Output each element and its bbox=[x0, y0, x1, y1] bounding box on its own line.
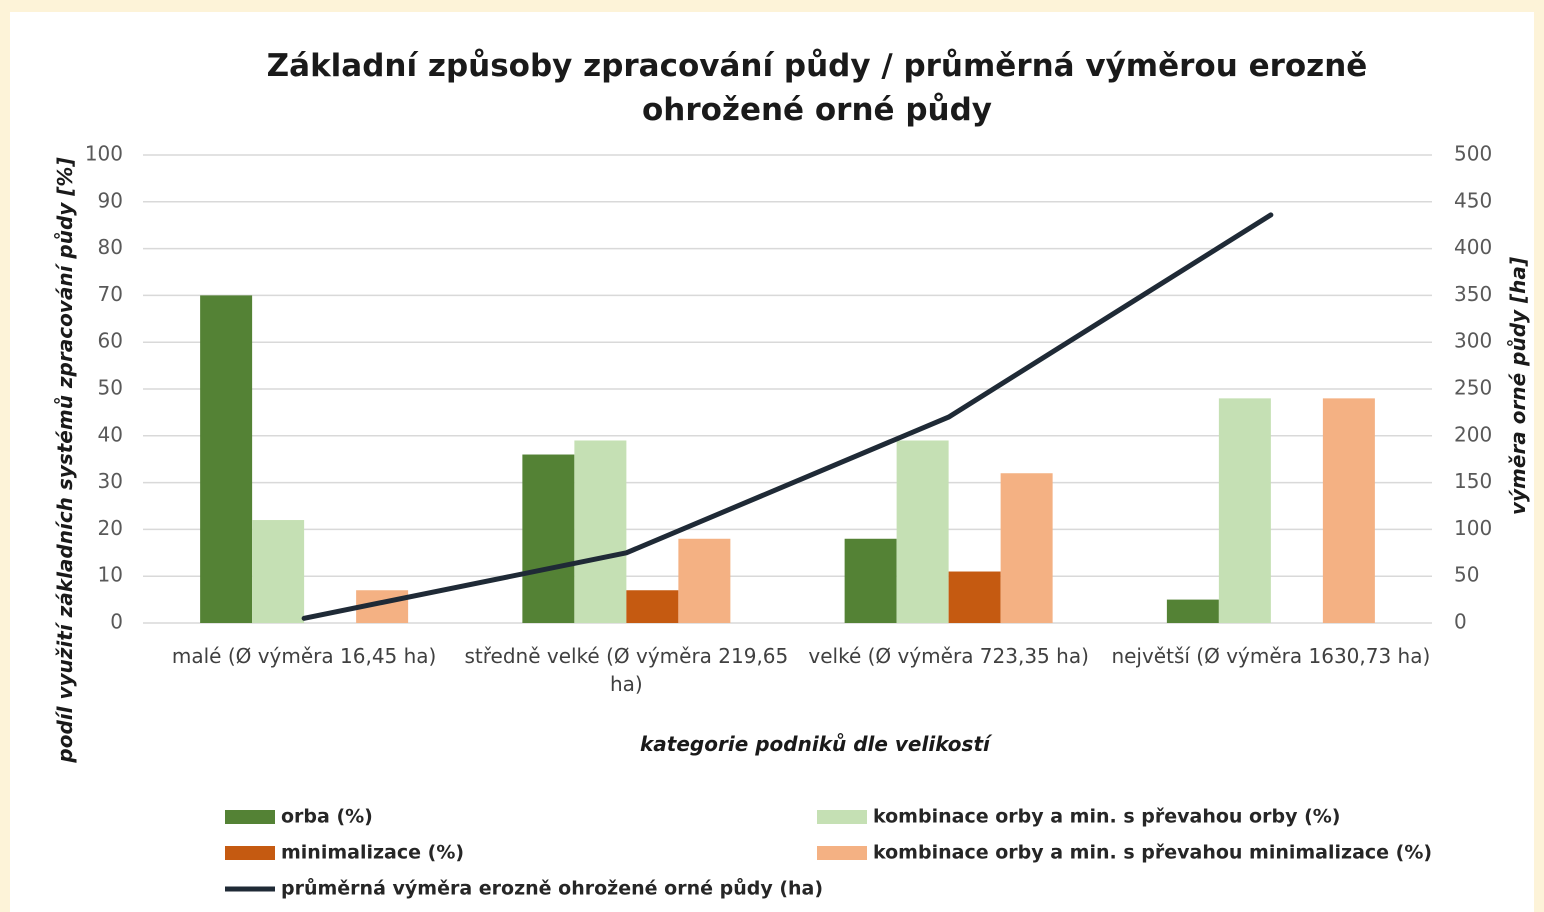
legend-label: minimalizace (%) bbox=[281, 842, 464, 864]
bar bbox=[678, 538, 731, 623]
bar bbox=[522, 454, 575, 623]
legend-swatch bbox=[225, 846, 275, 860]
y2-axis-label: výměra orné půdy [ha] bbox=[1506, 256, 1530, 516]
bar bbox=[896, 440, 949, 623]
legend-label: kombinace orby a min. s převahou orby (%… bbox=[873, 806, 1340, 828]
bar bbox=[844, 538, 897, 623]
x-tick-label: velké (Ø výměra 723,35 ha) bbox=[808, 644, 1089, 668]
y-axis-label: podíl využití základních systémů zpracov… bbox=[53, 157, 77, 763]
y2-tick-label: 450 bbox=[1454, 188, 1492, 212]
bar bbox=[252, 520, 305, 623]
line-series bbox=[301, 212, 1274, 621]
bar bbox=[200, 295, 253, 623]
y-tick-label: 30 bbox=[98, 469, 123, 493]
x-axis-label: kategorie podniků dle velikostí bbox=[640, 732, 990, 756]
bar bbox=[1000, 473, 1053, 623]
y2-tick-label: 50 bbox=[1454, 563, 1479, 587]
legend-label: kombinace orby a min. s převahou minimal… bbox=[873, 842, 1432, 864]
bar bbox=[1218, 398, 1271, 623]
y2-tick-label: 100 bbox=[1454, 516, 1492, 540]
legend-swatch bbox=[817, 810, 867, 824]
bar bbox=[574, 440, 627, 623]
y2-tick-label: 400 bbox=[1454, 235, 1492, 259]
y-tick-label: 60 bbox=[98, 329, 123, 353]
legend-label: průměrná výměra erozně ohrožené orné půd… bbox=[281, 877, 823, 900]
y2-tick-label: 300 bbox=[1454, 329, 1492, 353]
chart-panel bbox=[10, 12, 1534, 912]
y-tick-label: 70 bbox=[98, 282, 123, 306]
x-tick-label: středně velké (Ø výměra 219,65 ha) bbox=[464, 644, 789, 696]
y-tick-label: 90 bbox=[98, 188, 123, 212]
y2-tick-label: 150 bbox=[1454, 469, 1492, 493]
chart-title: Základní způsoby zpracování půdy / průmě… bbox=[266, 48, 1368, 128]
y-tick-label: 100 bbox=[85, 142, 123, 166]
y2-tick-label: 200 bbox=[1454, 422, 1492, 446]
y2-tick-label: 250 bbox=[1454, 376, 1492, 400]
bar bbox=[626, 590, 679, 623]
x-tick-label: největší (Ø výměra 1630,73 ha) bbox=[1111, 644, 1431, 668]
bar bbox=[1166, 599, 1219, 623]
y2-tick-label: 500 bbox=[1454, 142, 1492, 166]
x-tick-label: malé (Ø výměra 16,45 ha) bbox=[171, 644, 437, 668]
y-tick-label: 20 bbox=[98, 516, 123, 540]
y-tick-label: 0 bbox=[110, 610, 123, 634]
bar bbox=[948, 571, 1001, 623]
legend-label: orba (%) bbox=[281, 806, 373, 828]
y-tick-label: 50 bbox=[98, 376, 123, 400]
bar bbox=[1322, 398, 1375, 623]
y2-tick-label: 350 bbox=[1454, 282, 1492, 306]
y2-tick-label: 0 bbox=[1454, 610, 1467, 634]
y-tick-label: 80 bbox=[98, 235, 123, 259]
legend-swatch bbox=[225, 810, 275, 824]
legend-swatch bbox=[817, 846, 867, 860]
y-tick-label: 10 bbox=[98, 563, 123, 587]
y-tick-label: 40 bbox=[98, 422, 123, 446]
